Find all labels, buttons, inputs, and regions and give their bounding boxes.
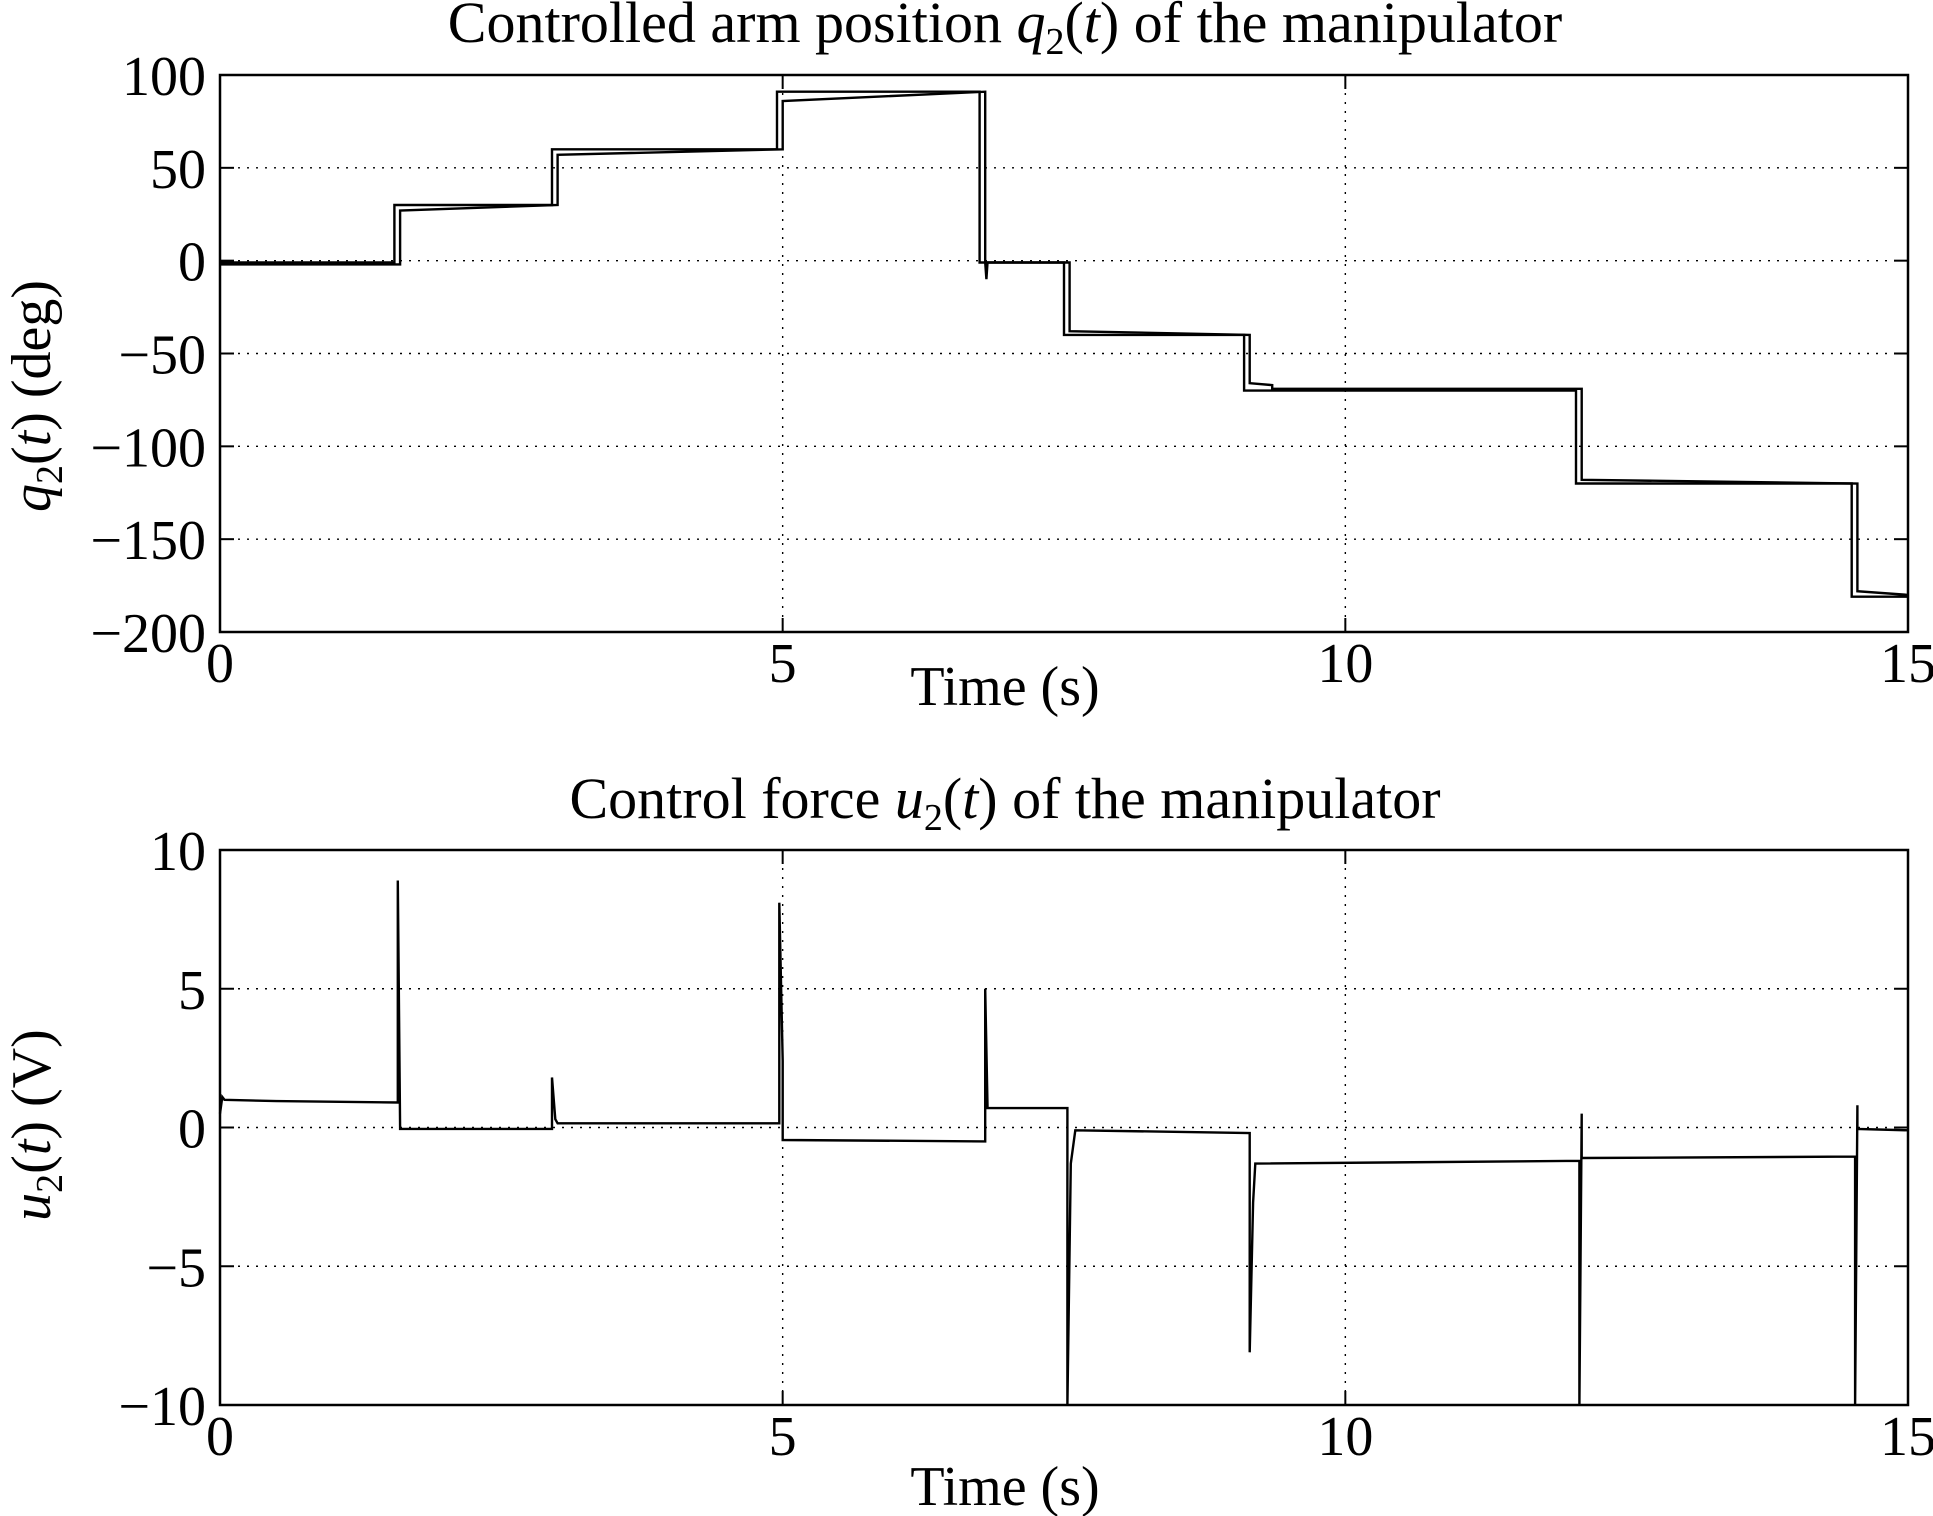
y-tick-label: 10 xyxy=(150,821,206,883)
x-tick-label: 10 xyxy=(1317,633,1373,695)
y-tick-label: −50 xyxy=(118,325,206,387)
tick-marks xyxy=(219,849,1909,1406)
x-tick-label: 0 xyxy=(206,1406,234,1468)
y-tick-label: 0 xyxy=(178,1099,206,1161)
y-tick-label: −200 xyxy=(90,603,206,665)
y-tick-label: −150 xyxy=(90,510,206,572)
x-tick-labels: 0 5 10 15 xyxy=(206,1406,1933,1468)
chart-title: Control force u2(t) of the manipulator xyxy=(569,766,1440,839)
y-tick-label: −5 xyxy=(146,1237,206,1299)
series-line-2 xyxy=(220,90,1909,597)
y-tick-label: 0 xyxy=(178,232,206,294)
x-tick-labels: 0 5 10 15 xyxy=(206,633,1933,695)
x-tick-label: 0 xyxy=(206,633,234,695)
y-axis-label: q2(t) (deg) xyxy=(1,280,71,512)
position-chart: Controlled arm position q2(t) of the man… xyxy=(1,0,1933,718)
x-tick-label: 15 xyxy=(1880,1406,1933,1468)
grid xyxy=(220,850,1908,1405)
series-lines xyxy=(218,880,1909,1406)
x-tick-label: 5 xyxy=(769,633,797,695)
y-tick-label: −10 xyxy=(118,1376,206,1438)
y-tick-label: 100 xyxy=(122,46,206,108)
series-lines xyxy=(220,90,1909,598)
control-force-chart: Control force u2(t) of the manipulator 1… xyxy=(1,766,1933,1516)
x-tick-label: 15 xyxy=(1880,633,1933,695)
x-axis-label: Time (s) xyxy=(910,1456,1099,1516)
chart-title: Controlled arm position q2(t) of the man… xyxy=(448,0,1562,63)
x-tick-label: 10 xyxy=(1317,1406,1373,1468)
x-tick-label: 5 xyxy=(769,1406,797,1468)
y-tick-label: 50 xyxy=(150,139,206,201)
tick-marks xyxy=(219,74,1909,633)
y-tick-label: −100 xyxy=(90,417,206,479)
y-axis-label: u2(t) (V) xyxy=(1,1029,71,1221)
y-tick-labels: 100 50 0 −50 −100 −150 −200 xyxy=(90,46,206,665)
grid xyxy=(220,75,1908,632)
x-axis-label: Time (s) xyxy=(910,656,1099,718)
y-tick-labels: 10 5 0 −5 −10 xyxy=(118,821,206,1438)
y-tick-label: 5 xyxy=(178,960,206,1022)
series-line-1 xyxy=(218,880,1909,1406)
